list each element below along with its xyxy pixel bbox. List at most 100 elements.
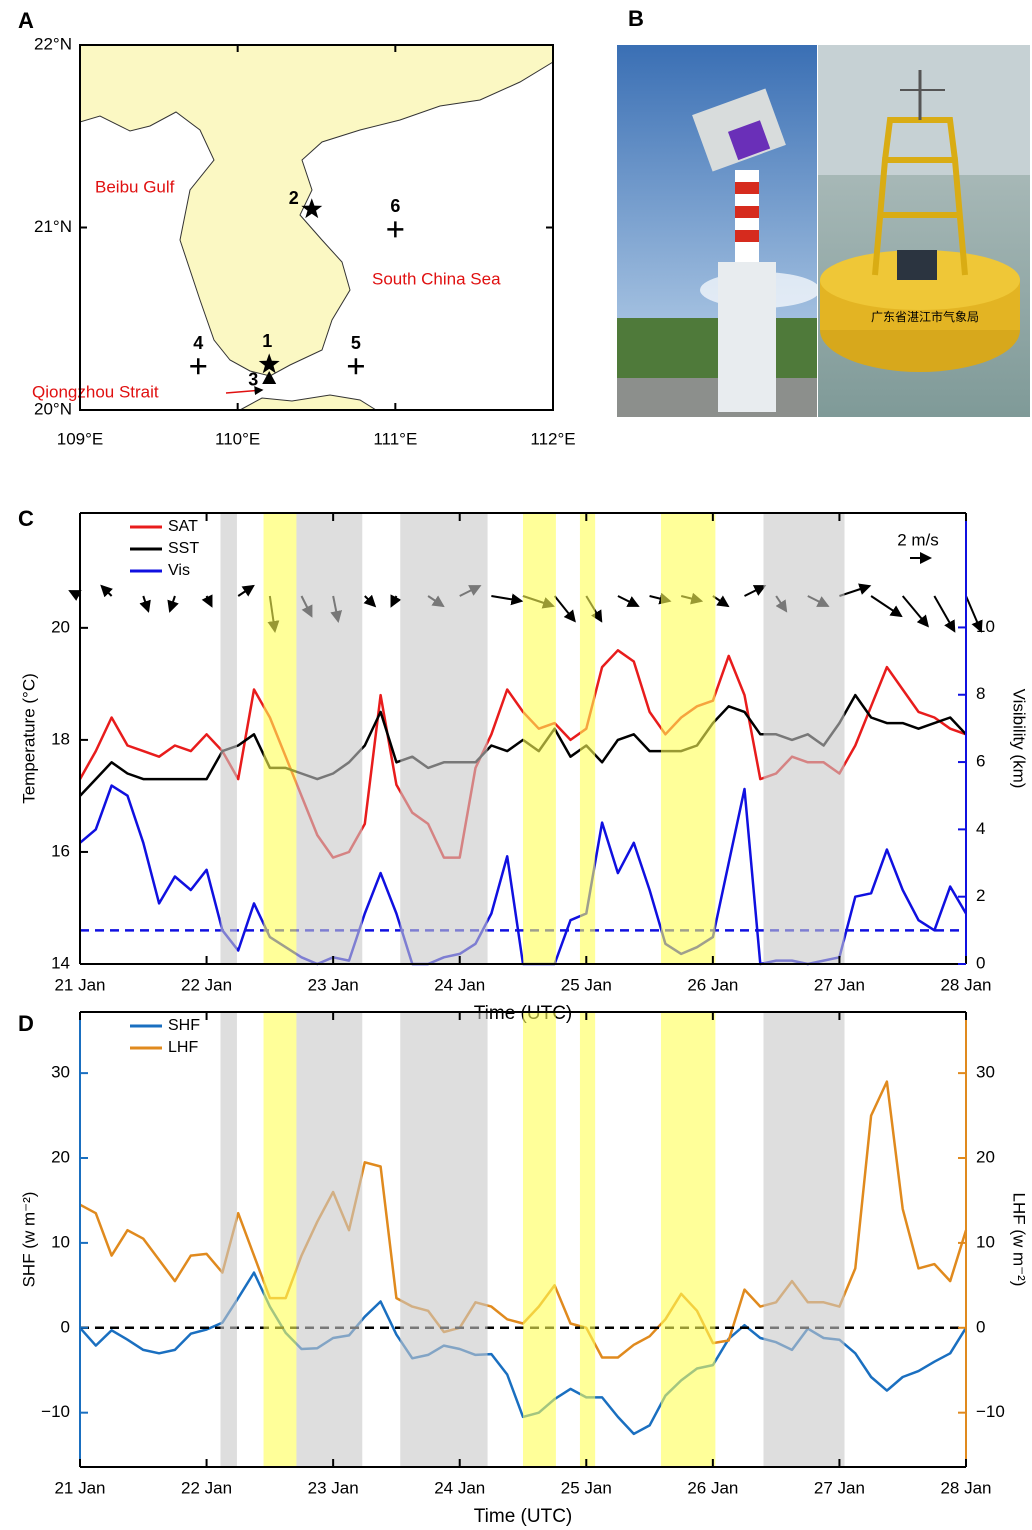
panel-label: D	[18, 1011, 34, 1036]
site-label: 2	[289, 188, 299, 208]
shaded-period	[580, 513, 595, 964]
x-tick-label: 109°E	[57, 429, 104, 448]
y2-tick-label: 6	[976, 752, 985, 771]
y2-tick-label: 0	[976, 1317, 985, 1336]
legend-label: SAT	[168, 518, 198, 535]
y-tick-label: 16	[51, 841, 70, 860]
map-land	[80, 45, 553, 410]
y-tick-label: 22°N	[34, 34, 72, 53]
photo-buoy	[818, 45, 1030, 417]
buoy-text: 广东省湛江市气象局	[871, 309, 979, 324]
shaded-period	[296, 513, 362, 964]
y-tick-label: 20	[51, 1147, 70, 1166]
y2-tick-label: −10	[976, 1402, 1005, 1421]
y2-tick-label: 2	[976, 886, 985, 905]
wind-vector	[143, 596, 148, 611]
x-tick-label: 23 Jan	[308, 1478, 359, 1497]
y-tick-label: 10	[51, 1232, 70, 1251]
x-tick-label: 28 Jan	[940, 1478, 991, 1497]
x-tick-label: 25 Jan	[561, 975, 612, 994]
wind-vector	[491, 596, 521, 601]
wind-vector	[102, 586, 112, 596]
x-tick-label: 27 Jan	[814, 975, 865, 994]
wind-vector	[871, 596, 901, 616]
shaded-period	[220, 1012, 236, 1467]
x-tick-label: 25 Jan	[561, 1478, 612, 1497]
annotation: Beibu Gulf	[95, 177, 175, 196]
x-tick-label: 28 Jan	[940, 975, 991, 994]
wind-vector	[745, 586, 765, 596]
y-tick-label: 14	[51, 953, 70, 972]
y-tick-label: −10	[41, 1402, 70, 1421]
y-tick-label: 20	[51, 617, 70, 636]
x-tick-label: 111°E	[373, 429, 417, 448]
figure: Beibu Gulf South China Sea Qiongzhou Str…	[0, 0, 1032, 1530]
photo-camera	[617, 45, 820, 417]
shaded-period	[580, 1012, 595, 1467]
shaded-period	[264, 1012, 297, 1467]
x-tick-label: 24 Jan	[434, 975, 485, 994]
x-tick-label: 24 Jan	[434, 1478, 485, 1497]
site-label: 3	[248, 370, 258, 390]
wind-scale-label: 2 m/s	[897, 530, 939, 549]
y2-axis-label: LHF (w m⁻²)	[1010, 1193, 1029, 1287]
wind-vector	[70, 591, 80, 596]
annotation-arrow	[226, 390, 262, 393]
wind-vector	[618, 596, 638, 606]
site-plus	[348, 358, 364, 374]
shaded-period	[661, 513, 715, 964]
y-axis-label: SHF (w m⁻²)	[19, 1192, 38, 1288]
x-axis-label: Time (UTC)	[474, 1506, 573, 1527]
y2-axis-label: Visibility (km)	[1010, 689, 1029, 789]
x-tick-label: 22 Jan	[181, 1478, 232, 1497]
y2-tick-label: 10	[976, 1232, 995, 1251]
shaded-period	[264, 513, 297, 964]
x-tick-label: 23 Jan	[308, 975, 359, 994]
legend-label: SST	[168, 540, 199, 557]
x-tick-label: 26 Jan	[687, 1478, 738, 1497]
site-plus	[190, 358, 206, 374]
wind-vector	[365, 596, 375, 606]
wind-vector	[207, 596, 212, 606]
wind-vector	[934, 596, 954, 631]
y2-tick-label: 8	[976, 684, 985, 703]
y-tick-label: 30	[51, 1063, 70, 1082]
x-tick-label: 21 Jan	[54, 975, 105, 994]
x-tick-label: 112°E	[530, 429, 575, 448]
shaded-period	[220, 513, 236, 964]
legend-label: Vis	[168, 562, 190, 579]
x-tick-label: 27 Jan	[814, 1478, 865, 1497]
site-plus	[387, 221, 403, 237]
panel-label: B	[628, 6, 644, 31]
shaded-period	[763, 1012, 844, 1467]
y-tick-label: 18	[51, 729, 70, 748]
wind-vector	[238, 586, 253, 596]
shaded-period	[661, 1012, 715, 1467]
site-label: 4	[193, 333, 203, 353]
y2-tick-label: 30	[976, 1063, 995, 1082]
y-tick-label: 21°N	[34, 217, 72, 236]
y-axis-label: Temperature (°C)	[19, 673, 38, 804]
shaded-period	[763, 513, 844, 964]
y2-tick-label: 4	[976, 819, 985, 838]
wind-vector	[555, 596, 575, 621]
site-label: 6	[390, 196, 400, 216]
panel-label: A	[18, 8, 34, 33]
y2-tick-label: 0	[976, 953, 985, 972]
shaded-period	[400, 513, 487, 964]
wind-vector	[170, 596, 175, 611]
x-tick-label: 26 Jan	[687, 975, 738, 994]
shaded-period	[523, 513, 556, 964]
site-label: 5	[351, 333, 361, 353]
y-tick-label: 20°N	[34, 399, 72, 418]
panel-label: C	[18, 506, 34, 531]
annotation: South China Sea	[372, 269, 501, 288]
legend-label: SHF	[168, 1017, 200, 1034]
shaded-period	[400, 1012, 487, 1467]
x-tick-label: 22 Jan	[181, 975, 232, 994]
shaded-period	[523, 1012, 556, 1467]
x-tick-label: 21 Jan	[54, 1478, 105, 1497]
wind-vector	[903, 596, 928, 626]
shaded-period	[296, 1012, 362, 1467]
y2-tick-label: 10	[976, 617, 995, 636]
